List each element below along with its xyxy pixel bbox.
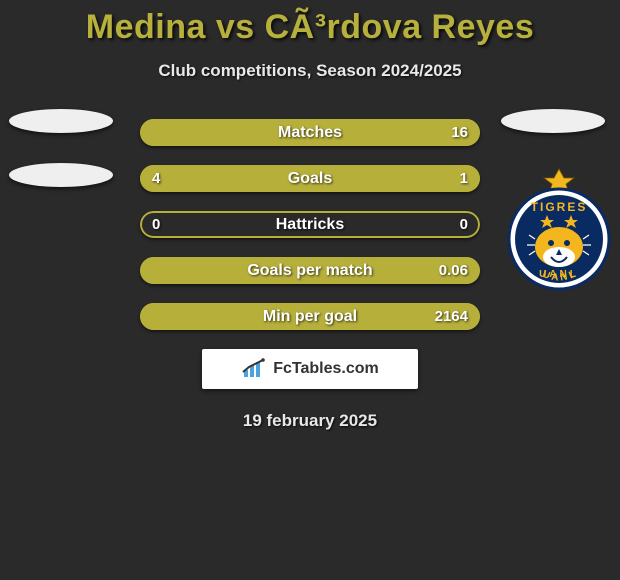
ellipse-icon: [9, 109, 113, 133]
stat-bar: Matches16: [140, 119, 480, 146]
svg-text:UANL: UANL: [539, 269, 579, 280]
svg-text:TIGRES: TIGRES: [531, 200, 588, 214]
player-left-placeholder: [9, 109, 119, 187]
club-badge-tigres: TIGRES U A N L UANL: [507, 167, 611, 291]
stat-label: Min per goal: [140, 303, 480, 330]
stat-right-value: 1: [460, 165, 468, 192]
stat-label: Goals: [140, 165, 480, 192]
stat-bars: Matches16 Goals4 1 Hattricks0 0 Goals per mat…: [140, 119, 480, 330]
stat-bar: Min per goal2164: [140, 303, 480, 330]
stat-label: Hattricks: [140, 211, 480, 238]
player-right-placeholder: [501, 109, 611, 133]
stats-area: TIGRES U A N L UANL: [0, 119, 620, 330]
ellipse-icon: [501, 109, 605, 133]
stat-label: Goals per match: [140, 257, 480, 284]
report-date: 19 february 2025: [0, 411, 620, 431]
source-logo-text: FcTables.com: [273, 360, 379, 378]
stat-label: Matches: [140, 119, 480, 146]
ellipse-icon: [9, 163, 113, 187]
stat-right-value: 0: [460, 211, 468, 238]
stat-left-value: 0: [152, 211, 160, 238]
comparison-title: Medina vs CÃ³rdova Reyes: [0, 0, 620, 47]
stat-right-value: 16: [451, 119, 468, 146]
stat-right-value: 2164: [435, 303, 468, 330]
source-logo: FcTables.com: [202, 349, 418, 389]
stat-right-value: 0.06: [439, 257, 468, 284]
stat-bar: Hattricks0 0: [140, 211, 480, 238]
comparison-subtitle: Club competitions, Season 2024/2025: [0, 61, 620, 81]
stat-bar: Goals per match0.06: [140, 257, 480, 284]
chart-icon: [241, 358, 267, 380]
stat-left-value: 4: [152, 165, 160, 192]
stat-bar: Goals4 1: [140, 165, 480, 192]
